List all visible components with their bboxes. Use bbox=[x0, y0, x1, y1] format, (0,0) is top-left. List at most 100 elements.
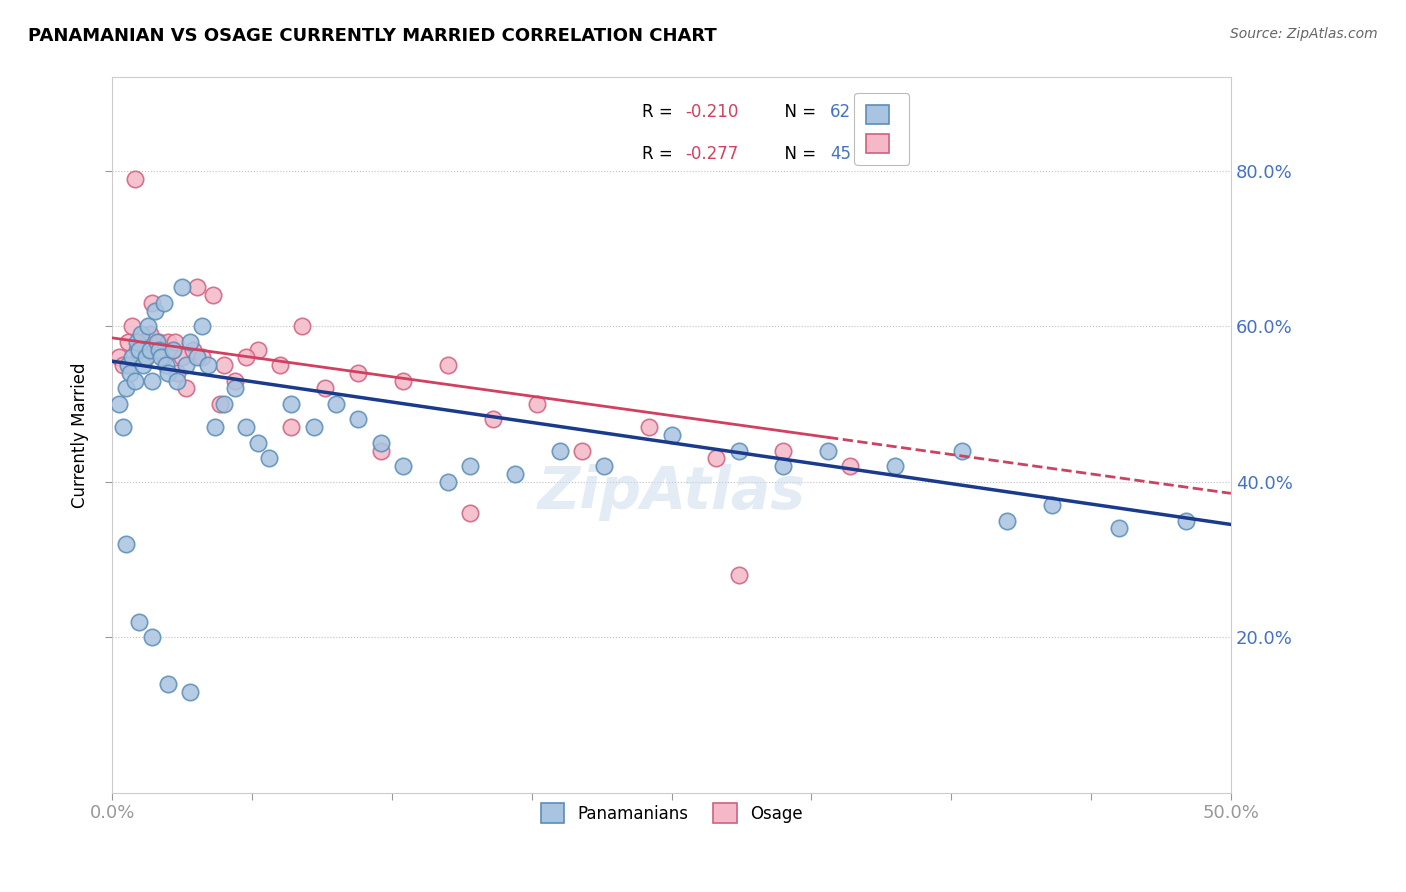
Point bbox=[143, 343, 166, 357]
Point bbox=[548, 443, 571, 458]
Point bbox=[212, 358, 235, 372]
Point bbox=[179, 684, 201, 698]
Point bbox=[135, 351, 157, 365]
Point bbox=[392, 459, 415, 474]
Point bbox=[370, 443, 392, 458]
Point bbox=[347, 412, 370, 426]
Point bbox=[727, 443, 749, 458]
Point bbox=[157, 366, 180, 380]
Point bbox=[143, 303, 166, 318]
Point bbox=[503, 467, 526, 481]
Point bbox=[481, 412, 503, 426]
Point bbox=[132, 358, 155, 372]
Point bbox=[314, 381, 336, 395]
Point bbox=[124, 374, 146, 388]
Point bbox=[152, 296, 174, 310]
Point bbox=[152, 351, 174, 365]
Point bbox=[129, 326, 152, 341]
Point bbox=[638, 420, 661, 434]
Point bbox=[302, 420, 325, 434]
Point bbox=[817, 443, 839, 458]
Text: N =: N = bbox=[775, 145, 821, 163]
Point bbox=[204, 420, 226, 434]
Point bbox=[593, 459, 616, 474]
Point bbox=[458, 506, 481, 520]
Point bbox=[112, 420, 135, 434]
Point bbox=[325, 397, 347, 411]
Point bbox=[995, 514, 1018, 528]
Point bbox=[166, 374, 188, 388]
Point bbox=[436, 358, 458, 372]
Point bbox=[179, 334, 201, 349]
Point bbox=[212, 397, 235, 411]
Point bbox=[162, 343, 184, 357]
Text: 62: 62 bbox=[831, 103, 852, 121]
Point bbox=[1108, 521, 1130, 535]
Point bbox=[727, 568, 749, 582]
Point bbox=[125, 334, 148, 349]
Point bbox=[114, 537, 136, 551]
Text: N =: N = bbox=[775, 103, 821, 121]
Point bbox=[181, 343, 204, 357]
Point bbox=[704, 451, 727, 466]
Point bbox=[121, 319, 143, 334]
Point bbox=[150, 351, 173, 365]
Text: 45: 45 bbox=[831, 145, 852, 163]
Point bbox=[136, 319, 159, 334]
Point bbox=[235, 420, 257, 434]
Point bbox=[162, 343, 184, 357]
Point bbox=[157, 334, 180, 349]
Point bbox=[190, 319, 212, 334]
Text: R =: R = bbox=[643, 103, 679, 121]
Point bbox=[170, 280, 193, 294]
Point bbox=[235, 351, 257, 365]
Point bbox=[108, 351, 131, 365]
Point bbox=[246, 343, 269, 357]
Point bbox=[120, 366, 142, 380]
Point bbox=[208, 397, 231, 411]
Point bbox=[224, 374, 246, 388]
Point bbox=[108, 397, 131, 411]
Point bbox=[174, 358, 197, 372]
Point bbox=[224, 381, 246, 395]
Text: Source: ZipAtlas.com: Source: ZipAtlas.com bbox=[1230, 27, 1378, 41]
Point bbox=[128, 615, 150, 629]
Point bbox=[174, 381, 197, 395]
Point bbox=[157, 677, 180, 691]
Point bbox=[772, 459, 794, 474]
Point bbox=[280, 397, 302, 411]
Point bbox=[148, 343, 170, 357]
Point bbox=[170, 351, 193, 365]
Point bbox=[370, 435, 392, 450]
Point bbox=[772, 443, 794, 458]
Point bbox=[112, 358, 135, 372]
Point bbox=[526, 397, 548, 411]
Point bbox=[129, 334, 152, 349]
Point bbox=[839, 459, 862, 474]
Point bbox=[141, 296, 163, 310]
Point bbox=[392, 374, 415, 388]
Point bbox=[121, 351, 143, 365]
Point bbox=[884, 459, 907, 474]
Point bbox=[139, 343, 162, 357]
Point bbox=[135, 351, 157, 365]
Point bbox=[139, 326, 162, 341]
Point bbox=[166, 366, 188, 380]
Point bbox=[124, 171, 146, 186]
Point bbox=[436, 475, 458, 489]
Point bbox=[347, 366, 370, 380]
Point bbox=[197, 358, 219, 372]
Point bbox=[114, 381, 136, 395]
Point bbox=[117, 358, 139, 372]
Point bbox=[1040, 498, 1063, 512]
Point bbox=[269, 358, 291, 372]
Point bbox=[950, 443, 973, 458]
Legend: Panamanians, Osage: Panamanians, Osage bbox=[529, 792, 814, 834]
Point bbox=[190, 351, 212, 365]
Text: PANAMANIAN VS OSAGE CURRENTLY MARRIED CORRELATION CHART: PANAMANIAN VS OSAGE CURRENTLY MARRIED CO… bbox=[28, 27, 717, 45]
Point bbox=[163, 334, 186, 349]
Point bbox=[186, 351, 208, 365]
Text: -0.210: -0.210 bbox=[685, 103, 738, 121]
Point bbox=[571, 443, 593, 458]
Point bbox=[128, 343, 150, 357]
